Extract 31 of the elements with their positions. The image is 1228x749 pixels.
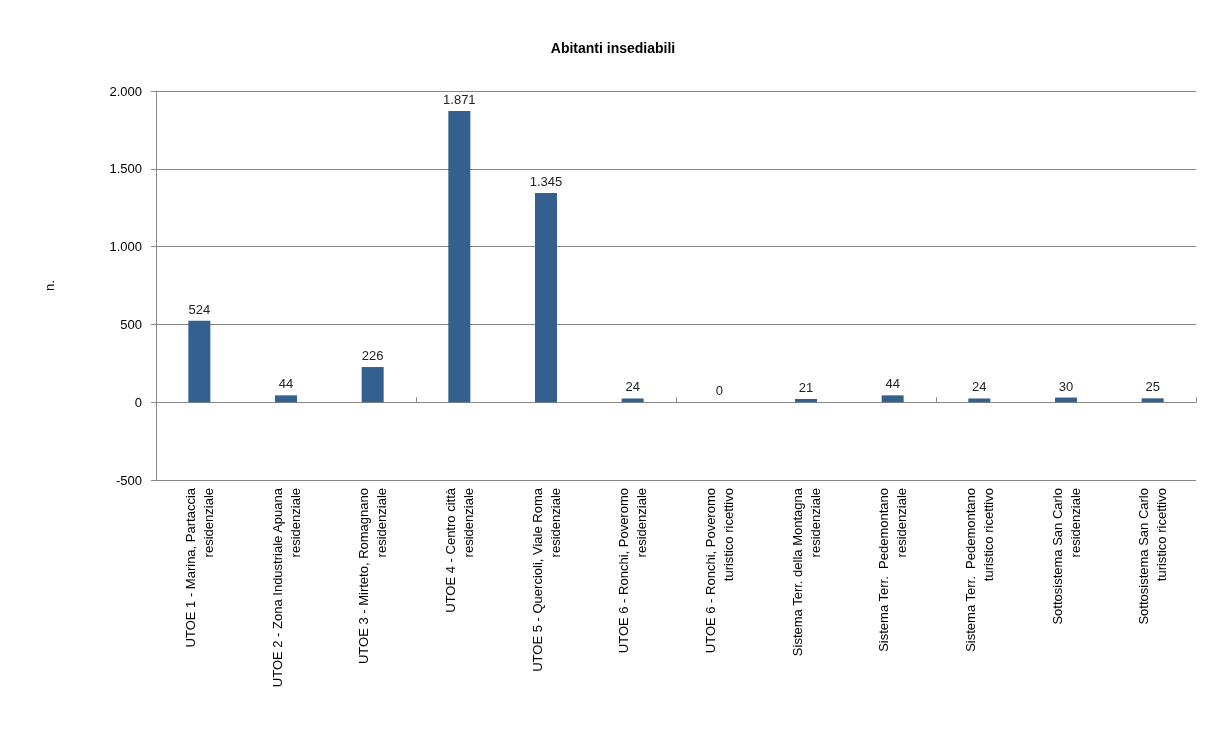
data-label: 25 [1145,379,1160,395]
data-label: 30 [1058,378,1074,394]
data-label: 21 [798,379,814,395]
bar [881,395,904,403]
data-label: 1.345 [529,173,563,189]
x-tick-label: UTOE 1 - Marina, Partaccia residenziale [182,487,216,648]
bar [1141,398,1164,403]
data-label: 1.871 [443,92,476,108]
y-tick-label: 0 [134,394,142,410]
data-label: 524 [188,301,211,317]
bar [188,320,211,403]
y-tick-label: 2.000 [109,83,142,99]
bar [448,111,471,403]
data-label: 24 [625,379,640,395]
data-label: 226 [361,348,384,364]
bar [968,398,991,403]
bar [621,398,644,403]
y-axis-title: n. [42,280,57,291]
y-tick-label: -500 [115,472,142,488]
y-tick-label: 500 [120,316,142,332]
data-label: 0 [715,383,723,399]
data-label: 44 [278,376,294,392]
bar [361,367,384,403]
bar [275,395,297,403]
bar [535,192,557,403]
data-label: 24 [972,379,987,395]
data-label: 44 [885,376,900,392]
y-tick-label: 1.000 [109,239,142,255]
y-tick-label: 1.500 [109,161,142,177]
bar [795,398,817,403]
chart-title: Abitanti insediabili [550,40,676,56]
